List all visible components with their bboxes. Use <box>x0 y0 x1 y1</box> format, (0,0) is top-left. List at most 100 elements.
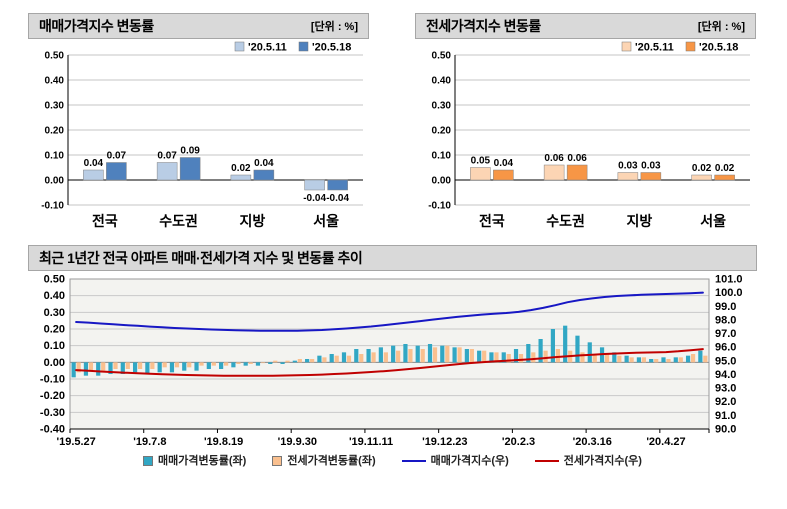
svg-text:서울: 서울 <box>700 213 726 229</box>
jeonse-panel-header: 전세가격지수 변동률 [단위 : %] <box>415 13 756 39</box>
svg-text:0.50: 0.50 <box>432 51 452 62</box>
svg-text:0.03: 0.03 <box>641 161 661 172</box>
svg-text:-0.10: -0.10 <box>41 201 64 212</box>
svg-text:95.0: 95.0 <box>715 355 736 367</box>
svg-text:'20.3.16: '20.3.16 <box>573 436 612 448</box>
svg-text:98.0: 98.0 <box>715 314 736 326</box>
svg-text:90.0: 90.0 <box>715 424 736 436</box>
svg-text:'19.7.8: '19.7.8 <box>133 436 166 448</box>
legend-label: 매매가격변동률(좌) <box>158 454 247 467</box>
jeonse-panel-title: 전세가격지수 변동률 <box>426 18 541 34</box>
svg-text:서울: 서울 <box>313 213 339 229</box>
jeonse-change-panel: 전세가격지수 변동률 [단위 : %] 0.50 0.40 0.30 0.20 0.10… <box>415 13 756 235</box>
svg-text:101.0: 101.0 <box>715 274 743 286</box>
svg-text:96.0: 96.0 <box>715 342 736 354</box>
svg-text:0.30: 0.30 <box>45 101 65 112</box>
svg-text:'19.8.19: '19.8.19 <box>204 436 243 448</box>
svg-text:전국: 전국 <box>92 213 118 229</box>
sales-change-bar-chart: 0.50 0.40 0.30 0.20 0.10 0.00 -0.10 '20.5.11 '20… <box>28 39 369 235</box>
svg-text:0.10: 0.10 <box>432 151 452 162</box>
svg-text:0.04: 0.04 <box>494 158 514 169</box>
svg-text:91.0: 91.0 <box>715 410 736 422</box>
svg-text:지방: 지방 <box>239 213 265 229</box>
svg-text:0.20: 0.20 <box>44 324 65 336</box>
svg-text:92.0: 92.0 <box>715 396 736 408</box>
jeonse-change-bar-chart: 0.50 0.40 0.30 0.20 0.10 0.00 -0.10 '20.5.11 '20… <box>415 39 756 235</box>
svg-text:'20.2.3: '20.2.3 <box>502 436 535 448</box>
svg-text:99.0: 99.0 <box>715 301 736 313</box>
svg-text:0.10: 0.10 <box>45 151 65 162</box>
legend-label: 전세가격지수(우) <box>563 454 642 467</box>
legend-bar-swatch <box>272 456 283 466</box>
jeonse-panel-unit: [단위 : %] <box>697 21 745 33</box>
svg-text:-0.10: -0.10 <box>428 201 451 212</box>
svg-text:-0.30: -0.30 <box>40 407 65 419</box>
sales-change-panel: 매매가격지수 변동률 [단위 : %] 0.50 0.40 0.30 0.20 0.10… <box>28 13 369 235</box>
svg-text:97.0: 97.0 <box>715 328 736 340</box>
svg-text:0.40: 0.40 <box>432 76 452 87</box>
svg-text:94.0: 94.0 <box>715 369 736 381</box>
svg-text:0.02: 0.02 <box>231 163 251 174</box>
svg-text:0.04: 0.04 <box>84 158 104 169</box>
svg-text:-0.10: -0.10 <box>40 374 65 386</box>
svg-text:'20.5.11: '20.5.11 <box>635 42 674 54</box>
trend-panel-title: 최근 1년간 전국 아파트 매매·전세가격 지수 및 변동률 추이 <box>39 250 363 266</box>
svg-text:0.02: 0.02 <box>715 163 735 174</box>
svg-text:0.04: 0.04 <box>254 158 274 169</box>
svg-text:0.50: 0.50 <box>45 51 65 62</box>
svg-text:'19.11.11: '19.11.11 <box>349 436 393 448</box>
trend-chart-legend: 매매가격변동률(좌) 전세가격변동률(좌) 매매가격지수(우) 전세가격지수(우) <box>28 452 757 470</box>
legend-bar-swatch <box>143 456 154 466</box>
legend-line-swatch <box>534 460 559 462</box>
svg-text:'19.9.30: '19.9.30 <box>278 436 317 448</box>
svg-text:0.20: 0.20 <box>45 126 65 137</box>
svg-text:0.07: 0.07 <box>107 151 127 162</box>
svg-text:0.00: 0.00 <box>45 176 65 187</box>
svg-text:수도권: 수도권 <box>159 213 198 229</box>
svg-text:93.0: 93.0 <box>715 383 736 395</box>
svg-text:지방: 지방 <box>626 213 652 229</box>
svg-text:'20.5.18: '20.5.18 <box>312 42 351 54</box>
sales-panel-title: 매매가격지수 변동률 <box>39 18 154 34</box>
svg-text:0.10: 0.10 <box>44 340 65 352</box>
svg-text:0.06: 0.06 <box>567 153 587 164</box>
svg-text:0.30: 0.30 <box>44 307 65 319</box>
svg-text:-0.40: -0.40 <box>40 424 65 436</box>
trend-panel: 최근 1년간 전국 아파트 매매·전세가격 지수 및 변동률 추이 0.50 0.… <box>28 245 757 470</box>
svg-text:'19.5.27: '19.5.27 <box>56 436 95 448</box>
svg-text:0.02: 0.02 <box>692 163 712 174</box>
top-charts-row: 매매가격지수 변동률 [단위 : %] 0.50 0.40 0.30 0.20 0.10… <box>28 13 757 235</box>
svg-text:'20.5.11: '20.5.11 <box>248 42 287 54</box>
svg-text:'20.4.27: '20.4.27 <box>646 436 685 448</box>
svg-text:100.0: 100.0 <box>715 287 743 299</box>
svg-text:0.20: 0.20 <box>432 126 452 137</box>
svg-text:수도권: 수도권 <box>546 213 585 229</box>
svg-text:-0.20: -0.20 <box>40 390 65 402</box>
legend-item: 전세가격변동률(좌) <box>272 454 376 467</box>
svg-text:0.09: 0.09 <box>180 146 200 157</box>
legend-label: 매매가격지수(우) <box>430 454 509 467</box>
legend-item: 매매가격변동률(좌) <box>143 454 247 467</box>
svg-text:0.00: 0.00 <box>44 357 65 369</box>
svg-text:0.30: 0.30 <box>432 101 452 112</box>
svg-text:'20.5.18: '20.5.18 <box>699 42 738 54</box>
svg-text:-0.04: -0.04 <box>303 193 326 204</box>
svg-text:0.00: 0.00 <box>432 176 452 187</box>
svg-text:0.06: 0.06 <box>544 153 564 164</box>
svg-text:0.50: 0.50 <box>44 274 65 286</box>
legend-line-swatch <box>401 460 426 462</box>
svg-text:'19.12.23: '19.12.23 <box>422 436 467 448</box>
svg-text:0.05: 0.05 <box>471 156 491 167</box>
svg-text:0.40: 0.40 <box>44 290 65 302</box>
svg-text:0.40: 0.40 <box>45 76 65 87</box>
trend-panel-header: 최근 1년간 전국 아파트 매매·전세가격 지수 및 변동률 추이 <box>28 245 757 271</box>
trend-combo-chart: 0.50 0.40 0.30 0.20 0.10 0.00 -0.10 -0.20 -0.30 -… <box>28 273 757 449</box>
svg-text:전국: 전국 <box>479 213 505 229</box>
legend-label: 전세가격변동률(좌) <box>287 454 376 467</box>
legend-item: 전세가격지수(우) <box>534 454 642 467</box>
sales-panel-unit: [단위 : %] <box>310 21 358 33</box>
legend-item: 매매가격지수(우) <box>401 454 509 467</box>
svg-text:-0.04: -0.04 <box>326 193 349 204</box>
svg-text:0.07: 0.07 <box>157 151 177 162</box>
